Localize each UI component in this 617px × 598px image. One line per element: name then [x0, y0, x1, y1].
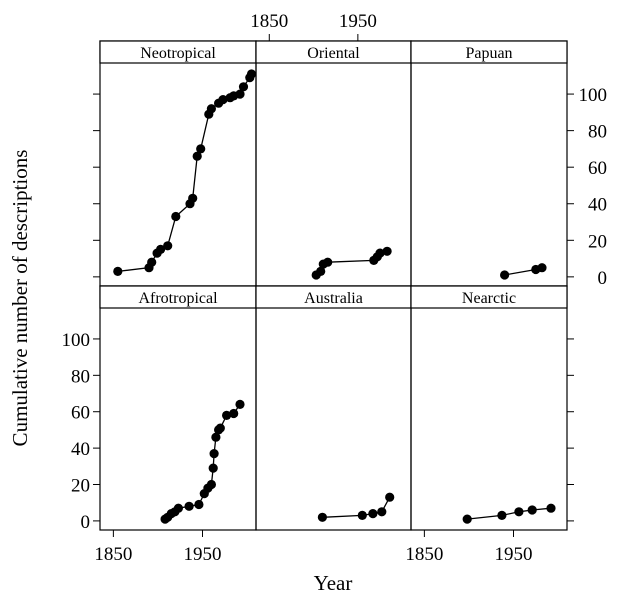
- data-point: [222, 410, 232, 420]
- panel-frame: [99, 40, 257, 287]
- data-point: [192, 151, 202, 161]
- y-tick-label-left: 80: [71, 366, 90, 387]
- panel-oriental: Oriental: [255, 40, 412, 287]
- data-point: [211, 432, 221, 442]
- data-point: [375, 248, 385, 258]
- data-point: [229, 408, 239, 419]
- y-tick-label-left: 40: [71, 439, 90, 460]
- panel-frame: [410, 285, 568, 531]
- data-point: [156, 244, 166, 254]
- data-point: [382, 246, 392, 256]
- y-tick-label-right: 0: [598, 268, 608, 289]
- data-point: [218, 95, 228, 105]
- data-point: [196, 144, 206, 154]
- panel-title: Neotropical: [140, 45, 216, 62]
- x-tick-label: 1850: [405, 544, 443, 565]
- data-point: [317, 512, 327, 522]
- panels-layer: Neotropical Oriental Papuan Afrotropical Aus…: [99, 40, 568, 531]
- data-point: [209, 449, 219, 459]
- x-tick-label: 1950: [495, 544, 533, 565]
- data-point: [462, 514, 472, 524]
- data-point: [357, 510, 367, 520]
- series-line: [467, 507, 552, 520]
- panel-strip: [410, 285, 568, 309]
- panel-frame: [410, 40, 568, 287]
- y-tick-label-left: 60: [71, 403, 90, 424]
- y-axis-title: Cumulative number of descriptions: [8, 150, 32, 447]
- data-point: [173, 503, 183, 513]
- data-point: [246, 69, 257, 79]
- data-point: [113, 266, 123, 276]
- data-point: [368, 508, 378, 519]
- panel-frame: [99, 285, 257, 531]
- panel-neotropical: Neotropical: [99, 40, 257, 287]
- y-tick-label-right: 20: [588, 231, 607, 252]
- panel-title: Papuan: [465, 45, 512, 62]
- data-point: [377, 507, 387, 517]
- panel-australia: Australia: [255, 285, 412, 531]
- data-point: [546, 503, 556, 513]
- data-point: [163, 241, 173, 251]
- data-point: [171, 211, 181, 222]
- x-tick-label-top: 1850: [250, 11, 288, 32]
- axes-layer: 1850 1950 1850 1950 1850 1950 0 20 40 60 80 100 0 20 4…: [62, 11, 608, 565]
- x-tick-label-top: 1950: [339, 11, 377, 32]
- data-point: [215, 423, 225, 433]
- data-point: [537, 263, 547, 273]
- x-tick-label: 1950: [184, 544, 222, 565]
- data-point: [147, 257, 157, 267]
- y-tick-label-right: 60: [588, 158, 607, 179]
- x-axis-title: Year: [314, 571, 353, 595]
- data-point: [235, 399, 245, 409]
- panel-title: Oriental: [307, 45, 360, 62]
- data-point: [188, 193, 198, 203]
- data-point: [206, 479, 216, 490]
- series-line: [117, 73, 253, 273]
- data-point: [500, 270, 510, 280]
- data-point: [184, 501, 194, 511]
- y-tick-label-left: 100: [62, 330, 91, 351]
- data-point: [385, 492, 395, 502]
- data-point: [316, 266, 326, 276]
- x-tick-label: 1850: [94, 544, 132, 565]
- y-tick-label-right: 80: [588, 122, 607, 143]
- data-point: [235, 89, 245, 99]
- y-tick-label-left: 20: [71, 476, 90, 497]
- data-point: [206, 104, 216, 114]
- panel-title: Nearctic: [462, 290, 516, 307]
- panel-afrotropical: Afrotropical: [99, 285, 257, 531]
- data-point: [497, 510, 507, 520]
- data-point: [208, 463, 218, 473]
- panel-nearctic: Nearctic: [410, 285, 568, 531]
- panel-title: Australia: [304, 290, 363, 307]
- data-point: [514, 507, 524, 517]
- y-tick-label-right: 100: [579, 85, 608, 106]
- y-tick-label-right: 40: [588, 195, 607, 216]
- panel-strip: [410, 40, 568, 64]
- data-point: [194, 499, 204, 510]
- panel-title: Afrotropical: [138, 290, 218, 307]
- y-tick-label-left: 0: [81, 512, 91, 533]
- data-point: [527, 505, 537, 515]
- panel-papuan: Papuan: [410, 40, 568, 287]
- data-point: [238, 82, 249, 92]
- data-point: [323, 257, 333, 267]
